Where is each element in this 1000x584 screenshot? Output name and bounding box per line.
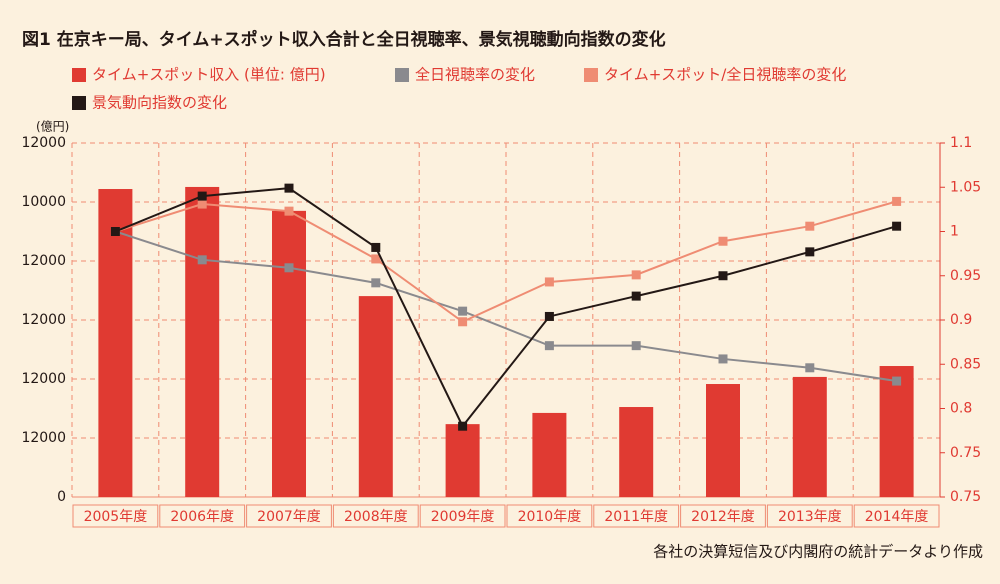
x-label-box bbox=[419, 504, 506, 528]
legend-swatch bbox=[395, 68, 409, 82]
marker bbox=[718, 354, 728, 364]
bar bbox=[185, 186, 220, 497]
bar bbox=[358, 296, 393, 497]
x-tick-label: 2010年度 bbox=[518, 509, 582, 525]
x-label-box bbox=[246, 504, 332, 528]
y2-tick-label: 0.75 bbox=[950, 489, 981, 505]
marker bbox=[544, 311, 554, 321]
marker bbox=[197, 191, 207, 201]
y-unit-label: (億円) bbox=[36, 120, 69, 134]
marker bbox=[110, 227, 120, 236]
legend-label: タイム+スポット収入 (単位: 億円) bbox=[92, 66, 326, 84]
x-tick-label: 2006年度 bbox=[170, 509, 234, 525]
marker bbox=[371, 278, 381, 288]
marker bbox=[371, 254, 381, 264]
y2-tick-label: 0.85 bbox=[950, 356, 981, 372]
y-tick-label: 0 bbox=[57, 489, 66, 505]
legend-swatch bbox=[584, 68, 598, 82]
marker bbox=[371, 242, 381, 252]
marker bbox=[718, 271, 728, 281]
x-label-box bbox=[853, 504, 940, 528]
marker bbox=[197, 199, 207, 209]
y-tick-label: 12000 bbox=[21, 430, 66, 446]
marker bbox=[892, 376, 902, 386]
bar bbox=[706, 384, 740, 497]
marker bbox=[805, 247, 815, 257]
bar bbox=[272, 210, 306, 497]
x-tick-label: 2012年度 bbox=[691, 509, 755, 525]
line bbox=[115, 230, 897, 383]
legend-label: タイム+スポット/全日視聴率の変化 bbox=[604, 66, 846, 84]
marker bbox=[458, 421, 468, 431]
x-tick-label: 2005年度 bbox=[84, 509, 148, 525]
source-note: 各社の決算短信及び内閣府の統計データより作成 bbox=[653, 543, 983, 561]
marker bbox=[805, 221, 815, 231]
chart-title: 図1 在京キー局、タイム+スポット収入合計と全日視聴率、景気視聴動向指数の変化 bbox=[22, 29, 666, 50]
x-label-box bbox=[593, 504, 680, 528]
bar bbox=[792, 376, 827, 497]
x-tick-label: 2011年度 bbox=[604, 509, 668, 525]
marker bbox=[284, 183, 294, 193]
x-tick-label: 2014年度 bbox=[865, 509, 929, 525]
y-tick-label: 12000 bbox=[21, 312, 66, 328]
legend-swatch bbox=[72, 68, 86, 82]
x-label-box bbox=[72, 504, 159, 528]
x-tick-label: 2007年度 bbox=[257, 509, 321, 525]
marker bbox=[544, 277, 554, 287]
y2-tick-label: 1.1 bbox=[950, 135, 972, 151]
line bbox=[115, 187, 897, 429]
marker bbox=[197, 255, 207, 265]
y-tick-label: 12000 bbox=[21, 253, 66, 269]
x-label-box bbox=[159, 504, 246, 528]
bar bbox=[879, 366, 914, 497]
legend-swatch bbox=[72, 96, 86, 110]
x-label-box bbox=[680, 504, 766, 528]
x-label-box bbox=[506, 504, 593, 528]
marker bbox=[544, 341, 554, 351]
marker bbox=[892, 221, 902, 231]
marker bbox=[631, 291, 641, 301]
line bbox=[115, 200, 897, 323]
bar bbox=[98, 189, 133, 497]
marker bbox=[805, 363, 815, 373]
y-tick-label: 10000 bbox=[21, 194, 66, 210]
y2-tick-label: 1.05 bbox=[950, 179, 981, 195]
x-tick-label: 2009年度 bbox=[431, 509, 495, 525]
y2-tick-label: 1 bbox=[950, 224, 959, 240]
y-tick-label: 12000 bbox=[21, 135, 66, 151]
marker bbox=[631, 341, 641, 351]
bar bbox=[532, 412, 567, 497]
y2-tick-label: 0.75 bbox=[950, 445, 981, 461]
marker bbox=[284, 206, 294, 216]
marker bbox=[892, 196, 902, 206]
marker bbox=[631, 270, 641, 280]
bar bbox=[619, 407, 654, 497]
marker bbox=[458, 317, 468, 327]
marker bbox=[458, 306, 468, 316]
bar bbox=[445, 424, 480, 497]
y2-tick-label: 0.8 bbox=[950, 401, 972, 417]
legend-label: 全日視聴率の変化 bbox=[415, 66, 535, 84]
marker bbox=[284, 263, 294, 273]
legend-label: 景気動向指数の変化 bbox=[92, 94, 227, 112]
y-tick-label: 12000 bbox=[21, 371, 66, 387]
marker bbox=[718, 236, 728, 246]
x-tick-label: 2008年度 bbox=[344, 509, 408, 525]
y2-tick-label: 0.9 bbox=[950, 312, 972, 328]
x-label-box bbox=[332, 504, 419, 528]
y2-tick-label: 0.95 bbox=[950, 268, 981, 284]
x-tick-label: 2013年度 bbox=[778, 509, 842, 525]
x-label-box bbox=[766, 504, 853, 528]
